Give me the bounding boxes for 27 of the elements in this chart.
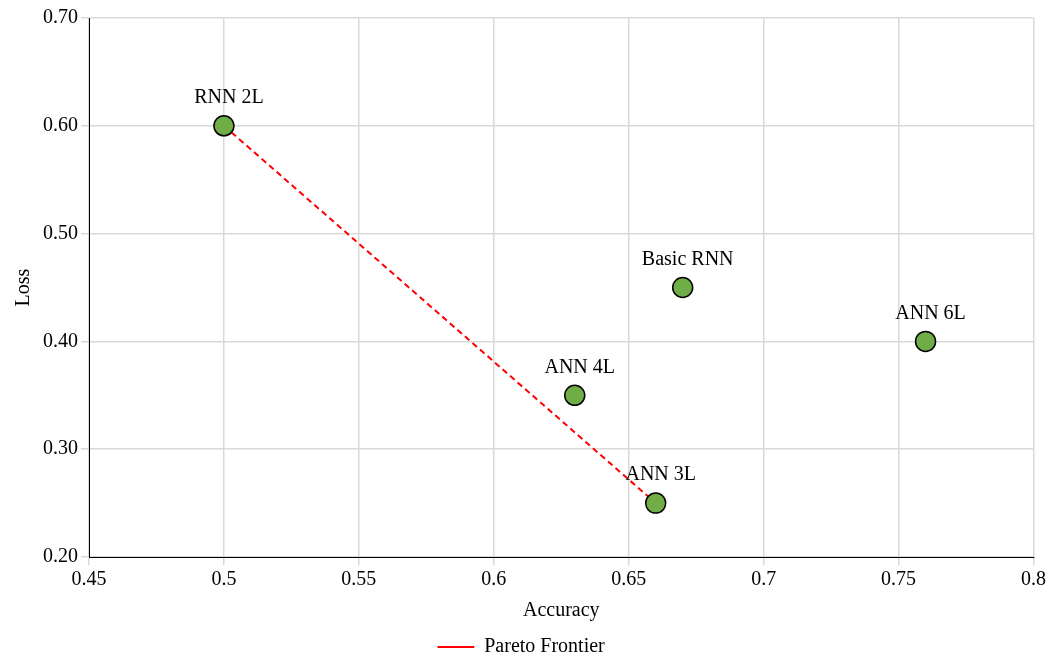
- x-tick-label: 0.6: [481, 567, 507, 590]
- x-axis-title: Accuracy: [522, 598, 600, 622]
- x-tick-label: 0.75: [881, 567, 917, 590]
- point: [563, 384, 586, 407]
- y-tick-label: 0.40: [43, 328, 78, 351]
- y-tick-label: 0.60: [43, 113, 78, 136]
- y-tick-label: 0.30: [43, 436, 78, 459]
- point: [213, 115, 235, 137]
- point: [644, 492, 667, 514]
- x-tick-label: 0.8: [1021, 567, 1046, 590]
- annotation: Basic RNN: [641, 246, 734, 269]
- legend-label: Pareto Frontier: [484, 634, 606, 657]
- x-tick-label: 0.5: [211, 567, 237, 590]
- annotation: ANN 3L: [625, 462, 696, 485]
- x-tick-label: 0.55: [341, 567, 377, 590]
- x-tick-label: 0.7: [751, 567, 777, 590]
- annotation: RNN 2L: [194, 85, 264, 108]
- annotation: ANN 6L: [895, 300, 966, 323]
- annotation: ANN 4L: [544, 354, 616, 377]
- y-tick-label: 0.50: [43, 220, 78, 243]
- y-tick-label: 0.70: [43, 5, 78, 28]
- point: [914, 330, 937, 353]
- x-tick-label: 0.45: [71, 567, 107, 590]
- y-tick-label: 0.20: [43, 544, 78, 567]
- y-axis-title: Loss: [11, 268, 34, 307]
- point: [671, 276, 694, 299]
- x-tick-label: 0.65: [611, 567, 647, 590]
